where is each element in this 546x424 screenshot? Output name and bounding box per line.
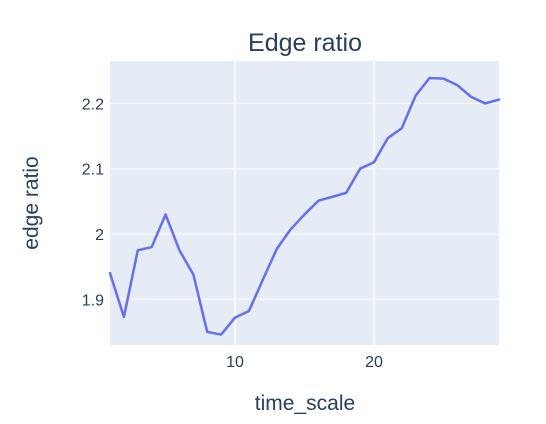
y-tick-label: 2.2 (82, 96, 104, 113)
plot-background (110, 61, 499, 345)
grid-lines (110, 61, 499, 345)
tick-labels: 10 20 1.9 2 2.1 2.2 (82, 96, 383, 371)
y-axis-title: edge ratio (20, 156, 43, 249)
y-tick-label: 1.9 (82, 292, 104, 309)
y-tick-label: 2.1 (82, 162, 104, 179)
y-tick-label: 2 (95, 227, 104, 244)
x-tick-label: 10 (226, 354, 244, 371)
x-axis-title: time_scale (255, 392, 355, 415)
x-tick-label: 20 (365, 354, 383, 371)
chart-title: Edge ratio (248, 29, 362, 57)
series-line (108, 76, 501, 336)
